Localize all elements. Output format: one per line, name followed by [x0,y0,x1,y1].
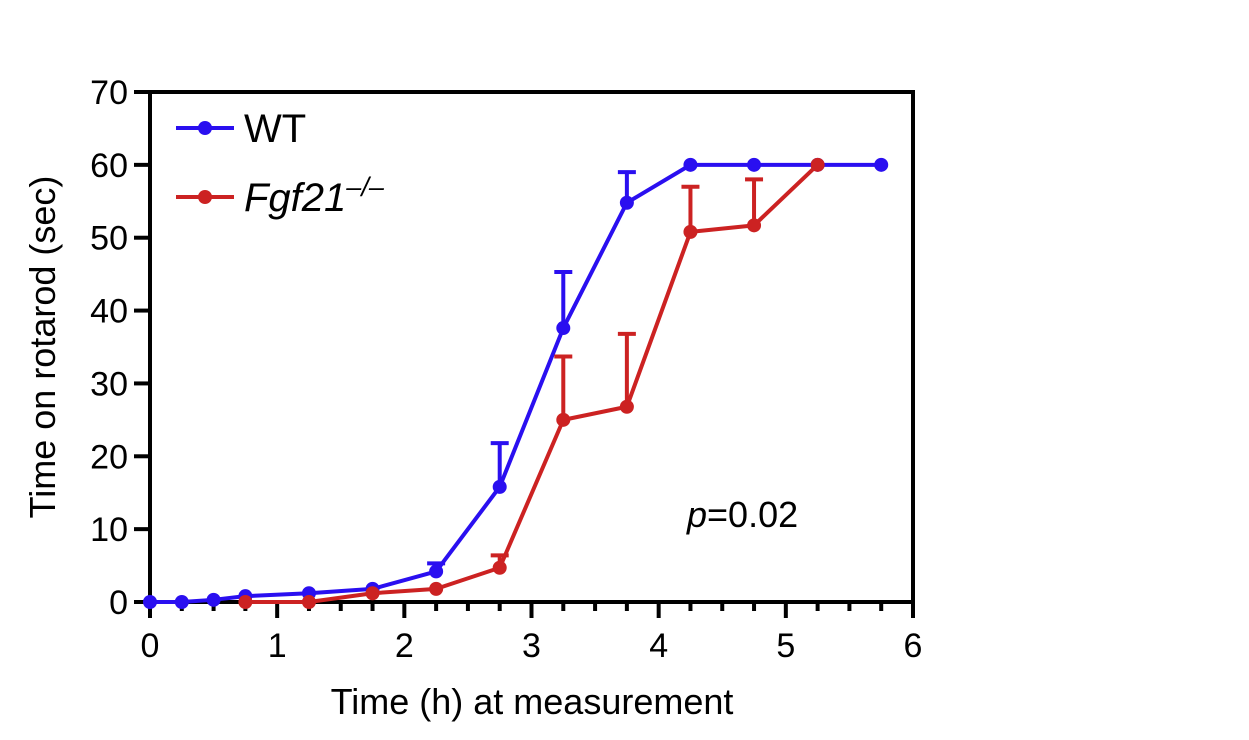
plot-frame [148,90,915,604]
data-point-fgf21 [683,224,698,239]
data-point-fgf21 [365,586,380,601]
y-axis-title: Time on rotarod (sec) [22,176,63,519]
data-point-wt [556,321,571,336]
legend: WT Fgf21–/– [176,107,385,220]
p-value-symbol: p [686,494,707,535]
y-tick-label: 30 [90,365,128,403]
data-point-fgf21 [619,399,634,414]
y-tick-label: 70 [90,74,128,112]
x-axis-title: Time (h) at measurement [331,681,734,722]
x-tick-label: 3 [522,627,541,665]
x-tick-label: 1 [268,627,287,665]
legend-fgf21-label-sup: –/– [345,172,385,202]
series-line-wt [150,162,882,604]
legend-fgf21-marker [198,190,212,204]
series-layer [143,157,889,609]
x-tick-label: 2 [395,627,414,665]
legend-wt-label: WT [244,107,306,151]
data-point-fgf21 [429,581,444,596]
y-tick-label: 10 [90,511,128,549]
x-axis: 0 1 2 3 4 5 6 [141,602,923,665]
p-value-text: =0.02 [707,494,798,535]
data-point-fgf21 [301,595,316,609]
y-axis: 0 10 20 30 40 50 60 70 [90,74,150,622]
data-point-wt [206,592,221,607]
axis-line [148,92,913,604]
x-tick-label: 5 [776,627,795,665]
data-point-fgf21 [238,595,253,609]
legend-wt-marker [198,121,212,135]
legend-fgf21-label: Fgf21–/– [244,172,385,220]
p-value-annotation: p=0.02 [686,494,798,535]
y-tick-label: 0 [109,584,128,622]
data-point-wt [874,157,889,172]
data-point-wt [492,479,507,494]
data-point-fgf21 [747,218,762,233]
series-line-fgf21 [245,163,820,604]
data-point-fgf21 [492,560,507,575]
y-tick-label: 20 [90,438,128,476]
data-point-wt [619,195,634,210]
y-tick-label: 60 [90,147,128,185]
y-tick-label: 50 [90,220,128,258]
data-point-wt [174,595,189,609]
y-tick-label: 40 [90,293,128,331]
series-fgf21 [238,157,825,609]
legend-fgf21-label-main: Fgf21 [244,176,346,220]
plot-border [150,90,915,602]
x-tick-label: 6 [904,627,923,665]
data-point-wt [683,157,698,172]
data-point-fgf21 [556,412,571,427]
data-point-wt [429,564,444,579]
data-point-wt [143,595,157,609]
series-wt [143,157,889,609]
x-tick-label: 4 [649,627,668,665]
data-point-wt [747,157,762,172]
x-tick-label: 0 [141,627,160,665]
data-point-fgf21 [810,157,825,172]
